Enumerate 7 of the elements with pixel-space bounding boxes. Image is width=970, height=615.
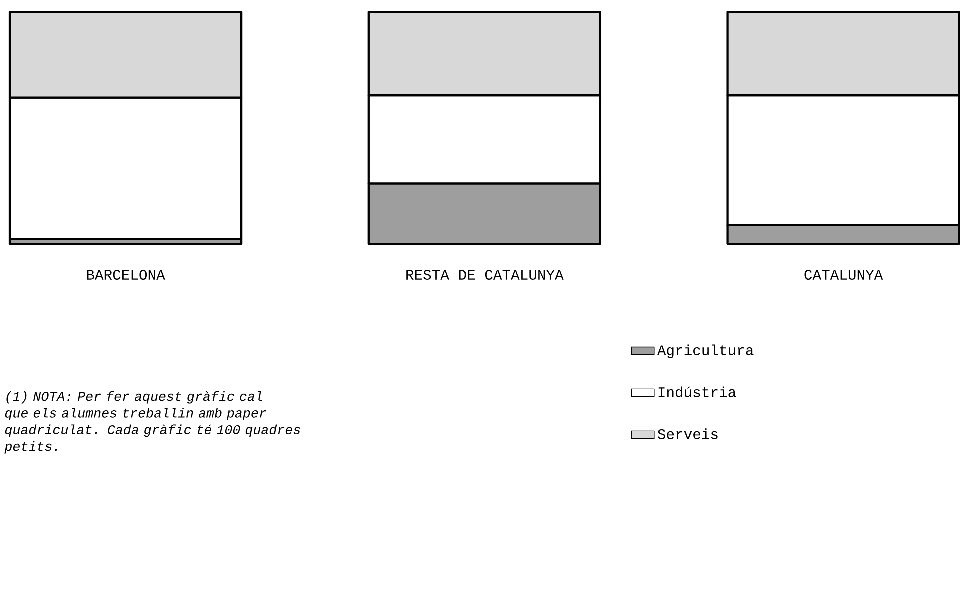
text: (1) NOTA: Per fer aquest gràfic cal que els alumnes treballin amb paper quadriculat. Cada gràfic té 100 quadres petits. (4, 391, 300, 454)
x-tick-label: CATALUNYA (804, 270, 884, 280)
legend-label: Indústria (658, 386, 736, 398)
legend-label: Serveis (658, 428, 718, 440)
legend-label: Agricultura (657, 344, 754, 358)
x-tick-label: BARCELONA (87, 270, 166, 280)
x-tick-label: RESTA DE CATALUNYA (406, 270, 564, 280)
